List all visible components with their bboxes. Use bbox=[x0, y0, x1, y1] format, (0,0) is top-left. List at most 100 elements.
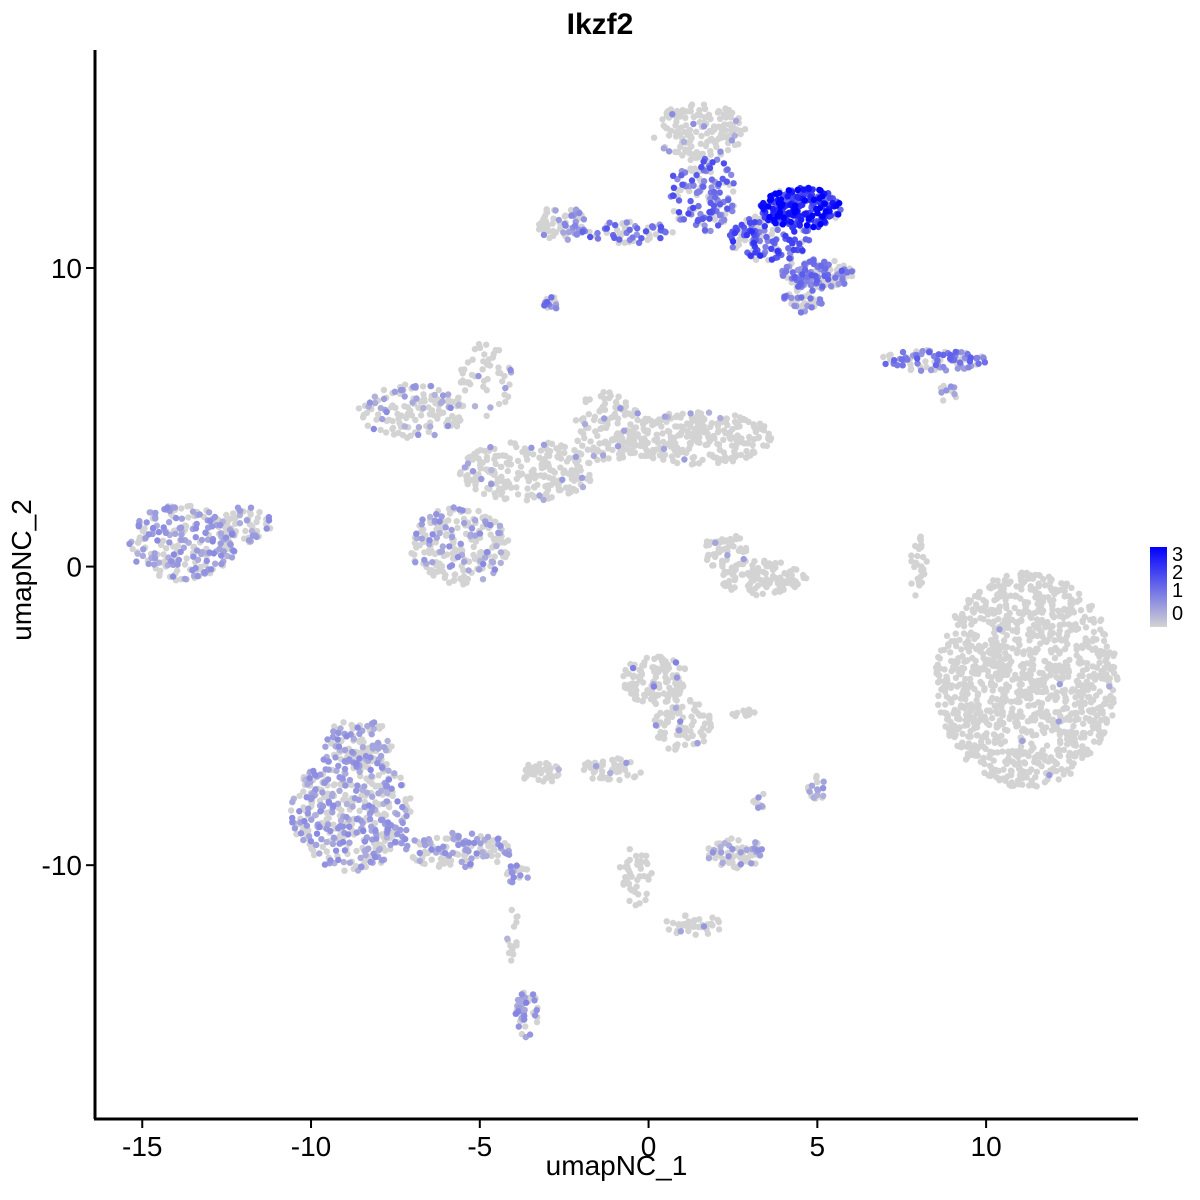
cell-point bbox=[513, 913, 520, 921]
cell-point bbox=[384, 826, 391, 833]
cell-point bbox=[640, 425, 647, 433]
cell-point bbox=[661, 451, 669, 459]
cell-point bbox=[676, 130, 684, 138]
cell-point bbox=[1073, 652, 1080, 659]
cell-point bbox=[1002, 777, 1009, 784]
cell-point bbox=[1046, 771, 1053, 779]
cell-point bbox=[371, 393, 378, 400]
cell-point bbox=[1011, 761, 1019, 768]
cell-point bbox=[367, 858, 374, 866]
cell-point bbox=[1066, 716, 1073, 724]
cell-point bbox=[335, 729, 342, 736]
cell-point bbox=[686, 126, 694, 134]
cell-point bbox=[650, 455, 657, 462]
cell-point bbox=[435, 845, 442, 852]
cell-point bbox=[688, 177, 696, 184]
cell-point bbox=[995, 775, 1003, 782]
cell-point bbox=[973, 632, 981, 639]
cell-point bbox=[1000, 766, 1007, 773]
cell-point bbox=[483, 341, 490, 348]
cell-point bbox=[737, 130, 744, 138]
cell-point bbox=[319, 789, 326, 796]
cell-point bbox=[937, 709, 945, 716]
cell-point bbox=[626, 846, 633, 853]
cell-point bbox=[626, 226, 633, 233]
cell-point bbox=[590, 444, 597, 451]
cell-point bbox=[800, 186, 807, 193]
cell-point bbox=[739, 571, 747, 578]
cell-point bbox=[956, 359, 964, 366]
cell-point bbox=[194, 556, 202, 563]
cell-point bbox=[459, 507, 466, 514]
cell-point bbox=[321, 779, 328, 786]
cell-point bbox=[966, 615, 974, 622]
cell-point bbox=[1041, 752, 1048, 759]
cell-point bbox=[361, 783, 368, 790]
cell-point bbox=[967, 745, 975, 752]
cell-point bbox=[1097, 703, 1104, 710]
cell-point bbox=[346, 839, 353, 846]
cell-point bbox=[394, 830, 401, 838]
cell-point bbox=[1005, 653, 1013, 661]
cell-point bbox=[698, 163, 705, 171]
cell-point bbox=[974, 670, 982, 677]
cell-point bbox=[995, 606, 1002, 613]
cell-point bbox=[457, 540, 464, 547]
cell-point bbox=[449, 550, 456, 557]
cell-point bbox=[665, 745, 672, 752]
cell-point bbox=[508, 906, 515, 914]
cell-point bbox=[590, 416, 598, 424]
cell-point bbox=[1004, 619, 1012, 626]
cell-point bbox=[1001, 726, 1009, 733]
cell-point bbox=[746, 219, 754, 226]
cell-point bbox=[1036, 669, 1043, 676]
cell-point bbox=[1059, 580, 1067, 588]
cell-point bbox=[651, 717, 658, 724]
cell-point bbox=[594, 235, 602, 242]
cell-point bbox=[1037, 704, 1045, 711]
cell-point bbox=[572, 487, 580, 494]
cell-point bbox=[580, 216, 588, 223]
cell-point bbox=[152, 509, 159, 517]
cell-point bbox=[316, 823, 323, 831]
cell-point bbox=[967, 354, 974, 361]
cell-point bbox=[308, 816, 315, 823]
cell-point bbox=[484, 361, 491, 368]
cell-point bbox=[740, 707, 747, 714]
cell-point bbox=[965, 364, 972, 371]
cell-point bbox=[703, 538, 711, 546]
cell-point bbox=[791, 274, 798, 281]
cell-point bbox=[247, 511, 254, 518]
cell-point bbox=[1064, 641, 1071, 648]
cell-point bbox=[572, 417, 580, 424]
cell-point bbox=[723, 415, 730, 422]
cell-point bbox=[450, 835, 457, 843]
cell-point bbox=[986, 754, 993, 761]
cell-point bbox=[232, 515, 239, 522]
cell-point bbox=[343, 733, 350, 740]
cell-point bbox=[150, 524, 157, 532]
cell-point bbox=[524, 485, 531, 492]
cell-point bbox=[653, 431, 660, 438]
cell-point bbox=[550, 215, 557, 222]
cell-point bbox=[820, 778, 827, 785]
cell-point bbox=[789, 269, 796, 276]
cell-point bbox=[460, 839, 467, 847]
cell-point bbox=[478, 548, 485, 556]
cell-point bbox=[677, 423, 685, 430]
cell-point bbox=[340, 719, 347, 726]
cell-point bbox=[401, 381, 409, 388]
cell-point bbox=[316, 850, 323, 857]
cell-point bbox=[958, 646, 965, 653]
cell-point bbox=[394, 798, 401, 805]
cell-point bbox=[626, 897, 633, 905]
cell-point bbox=[370, 425, 377, 433]
cell-point bbox=[1052, 586, 1059, 593]
cell-point bbox=[620, 672, 627, 680]
cell-point bbox=[397, 386, 405, 394]
cell-point bbox=[981, 760, 988, 768]
cell-point bbox=[372, 827, 379, 834]
cell-point bbox=[1090, 717, 1097, 724]
cell-point bbox=[915, 545, 923, 552]
cell-point bbox=[518, 470, 526, 477]
